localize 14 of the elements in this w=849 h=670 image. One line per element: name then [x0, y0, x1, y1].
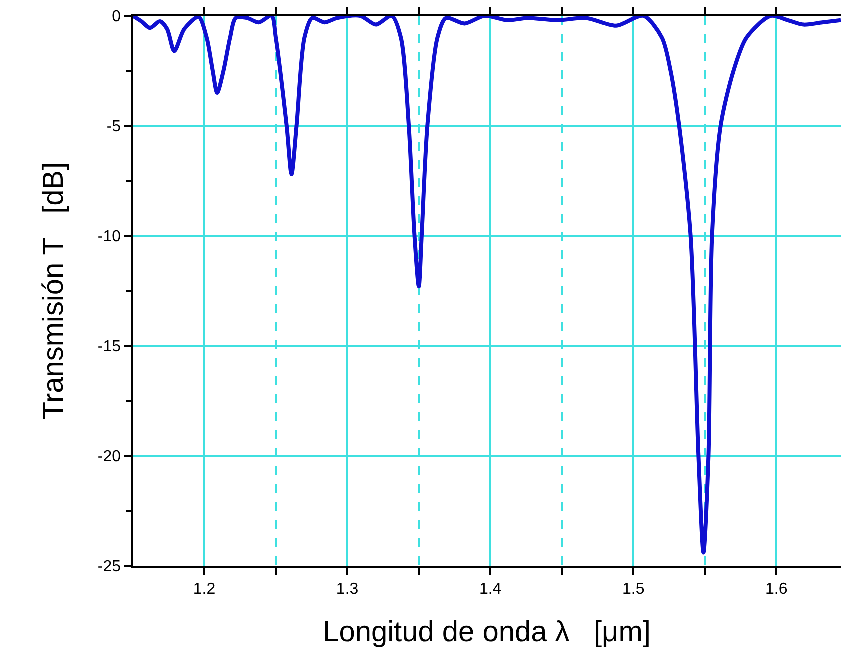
y-tick-label: -25	[98, 558, 122, 576]
y-axis-title: Transmisión T [dB]	[38, 162, 70, 420]
y-tick-label: -15	[98, 338, 122, 356]
x-tick-label: 1.6	[766, 580, 788, 598]
line-series	[133, 16, 841, 555]
y-tick-label: 0	[112, 8, 122, 26]
x-tick-label: 1.5	[622, 580, 645, 598]
x-tick-label: 1.2	[193, 580, 216, 598]
y-tick-label: -10	[98, 228, 122, 246]
x-axis-title: Longitud de onda λ [μm]	[323, 616, 651, 648]
y-tick-label: -5	[106, 118, 122, 136]
y-tick-label: -20	[98, 448, 122, 466]
x-tick-label: 1.3	[336, 580, 359, 598]
x-tick-label: 1.4	[479, 580, 502, 598]
